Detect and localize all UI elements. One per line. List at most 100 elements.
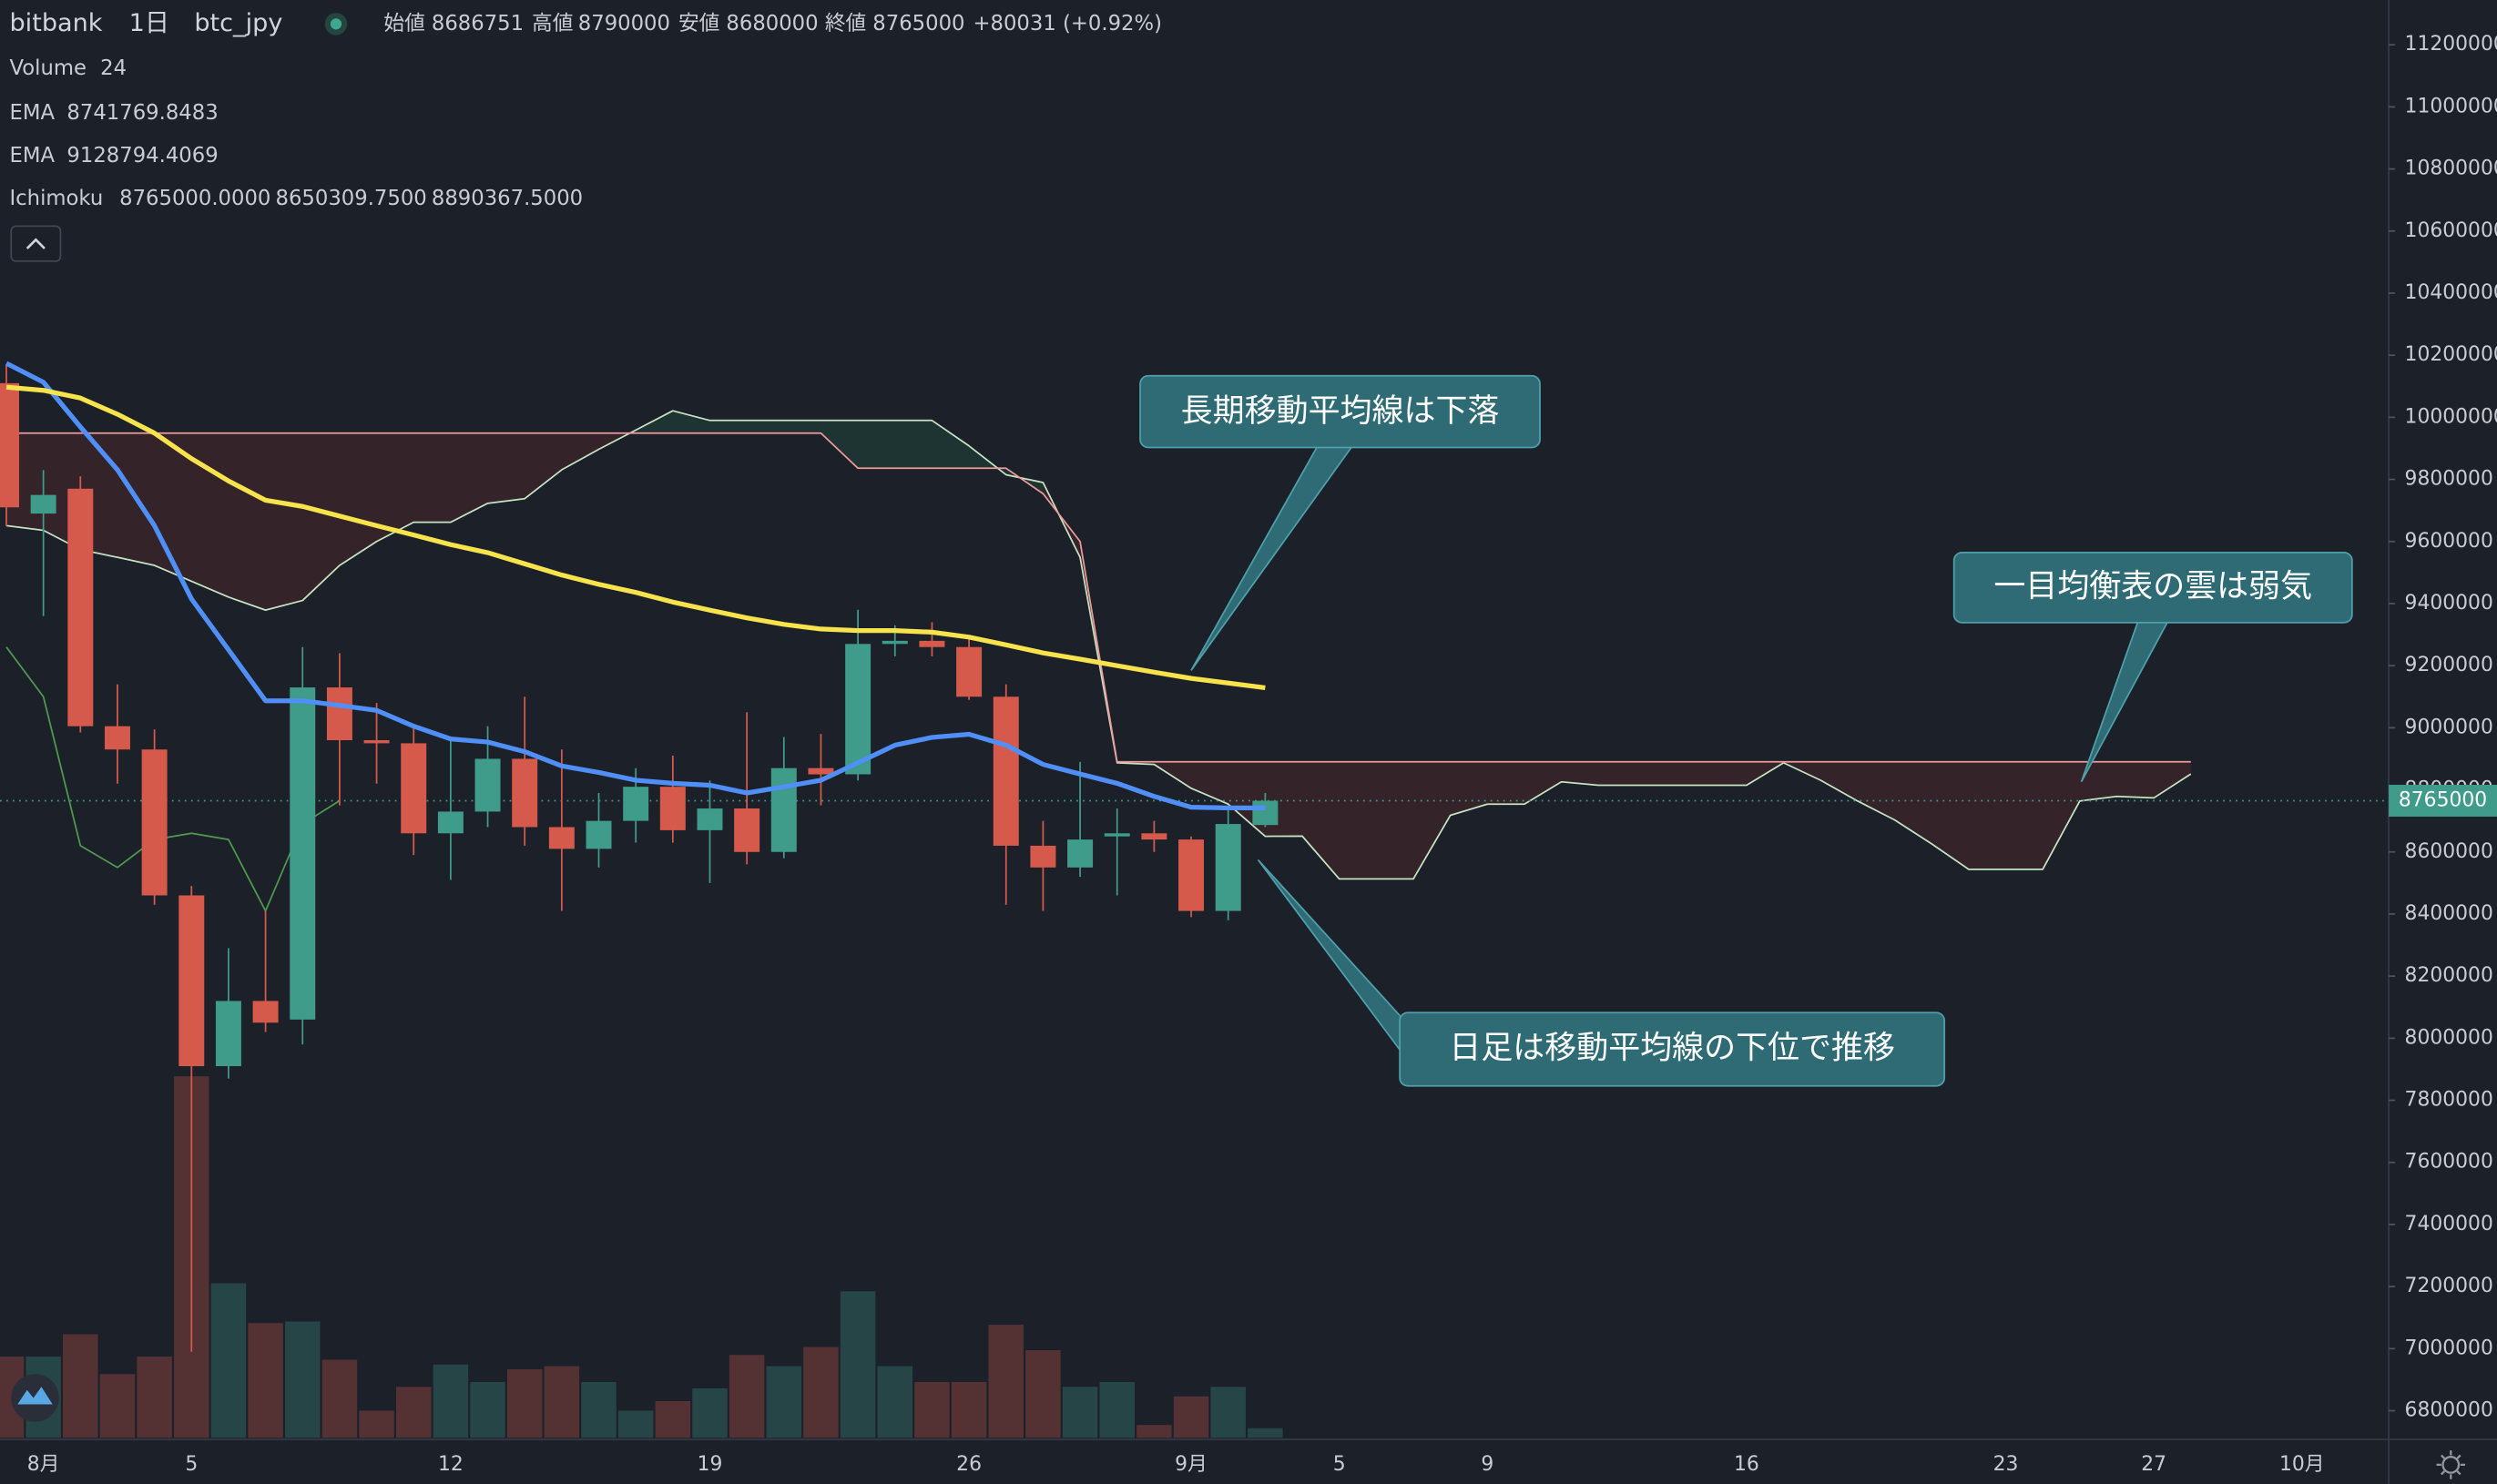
candle-body [1067, 839, 1094, 868]
volume-bar [766, 1366, 802, 1438]
cloud-fill [1672, 761, 1710, 786]
y-tick-label: 8200000 [2405, 964, 2493, 987]
cloud-fill [1487, 761, 1524, 805]
logo [11, 1374, 59, 1422]
y-tick-label: 7000000 [2405, 1337, 2493, 1359]
candle-body [437, 811, 464, 834]
callout-box [1952, 552, 2353, 624]
candle-body [845, 644, 871, 775]
gear-teeth [2436, 1450, 2466, 1479]
candle-body [1141, 833, 1167, 840]
cloud-fill [1191, 761, 1228, 805]
callout-text: 長期移動平均線は下落 [1181, 393, 1500, 430]
candle-body [734, 808, 760, 852]
volume-bar [1173, 1396, 1209, 1438]
legend-value: 24 [100, 56, 127, 80]
x-tick-label: 27 [2141, 1453, 2166, 1476]
volume-bar [210, 1283, 247, 1438]
candle-body [401, 743, 427, 834]
x-tick-label: 12 [438, 1453, 464, 1476]
gear-ring [2441, 1456, 2461, 1474]
cloud-fill [1709, 761, 1747, 786]
y-tick-label: 11200000 [2405, 33, 2497, 56]
y-tick-label: 7400000 [2405, 1213, 2493, 1235]
settings-icon[interactable] [2436, 1450, 2466, 1479]
ohlc-name: 始値 [383, 12, 424, 36]
button-frame [10, 225, 62, 262]
y-tick-label: 10800000 [2405, 158, 2497, 180]
cloud-fill [1265, 761, 1303, 837]
candle-body [363, 740, 390, 744]
plot-area [0, 361, 2390, 1438]
cloud-fill [894, 420, 933, 469]
volume-bar [395, 1387, 432, 1438]
y-tick-label: 11000000 [2405, 95, 2497, 117]
x-tick-label: 19 [698, 1453, 723, 1476]
cloud-fill [1598, 761, 1636, 786]
cloud-fill [525, 432, 562, 499]
legend-name: EMA [9, 144, 55, 168]
cloud-fill [709, 420, 748, 433]
legend-name: Ichimoku [9, 187, 103, 210]
y-tick-label: 9800000 [2405, 468, 2493, 491]
cloud-fill [450, 432, 488, 523]
volume-bar [951, 1381, 987, 1438]
cloud-fill [1820, 761, 1858, 801]
y-tick-label: 10400000 [2405, 281, 2497, 304]
y-tick-label: 8000000 [2405, 1026, 2493, 1049]
callout: 日足は移動平均線の下位で推移 [1257, 859, 1946, 1087]
x-tick-label: 5 [1333, 1453, 1346, 1476]
x-tick-label: 5 [185, 1453, 198, 1476]
candle-body [1030, 845, 1056, 868]
volume-bar [433, 1364, 469, 1438]
x-tick-label: 10月 [2279, 1453, 2325, 1476]
legend-value: 8650309.7500 [276, 187, 427, 210]
volume-bar [1062, 1387, 1098, 1438]
volume-bar [617, 1410, 654, 1438]
callout-text: 日足は移動平均線の下位で推移 [1449, 1031, 1895, 1067]
volume-bar [655, 1400, 691, 1438]
cloud-fill [191, 432, 229, 597]
cloud-fill [1894, 761, 1932, 844]
legend-value: 9128794.4069 [66, 144, 218, 168]
volume-bar [137, 1357, 172, 1438]
cloud-fill [487, 432, 525, 503]
callout: 長期移動平均線は下落 [1139, 374, 1541, 671]
volume-bar [1210, 1387, 1246, 1438]
volume-bar [1136, 1425, 1172, 1438]
callout-box [1139, 374, 1541, 449]
volume-bar [359, 1410, 394, 1438]
volume-bar [544, 1366, 580, 1438]
volume-bar [63, 1334, 98, 1438]
cloud-fill [1302, 761, 1340, 879]
candle-body [290, 687, 316, 1020]
candle-body [215, 1001, 241, 1067]
ohlc-name: 高値 [532, 12, 573, 36]
candle-body [1252, 800, 1279, 826]
cloud-fill [2043, 761, 2080, 869]
cloud-fill [2005, 761, 2043, 869]
volume-bar [506, 1368, 543, 1438]
y-tick-label: 8600000 [2405, 840, 2493, 863]
y-tick-label: 7800000 [2405, 1089, 2493, 1112]
candle-body [808, 767, 834, 775]
y-tick-label: 9000000 [2405, 716, 2493, 738]
y-tick-label: 7600000 [2405, 1151, 2493, 1174]
collapse-button[interactable] [10, 225, 62, 262]
interval: 1日 [129, 9, 169, 37]
cloud-fill [2116, 761, 2155, 798]
x-tick-label: 23 [1993, 1453, 2019, 1476]
volume-bar [840, 1291, 876, 1438]
volume-bar [914, 1381, 950, 1438]
status-dot [330, 18, 342, 30]
cloud-fill [302, 432, 340, 601]
candle-body [993, 696, 1019, 846]
candle-body [919, 640, 945, 647]
legend-value: 8890367.5000 [432, 187, 583, 210]
volume-bar [877, 1366, 913, 1438]
candle-body [30, 494, 56, 514]
